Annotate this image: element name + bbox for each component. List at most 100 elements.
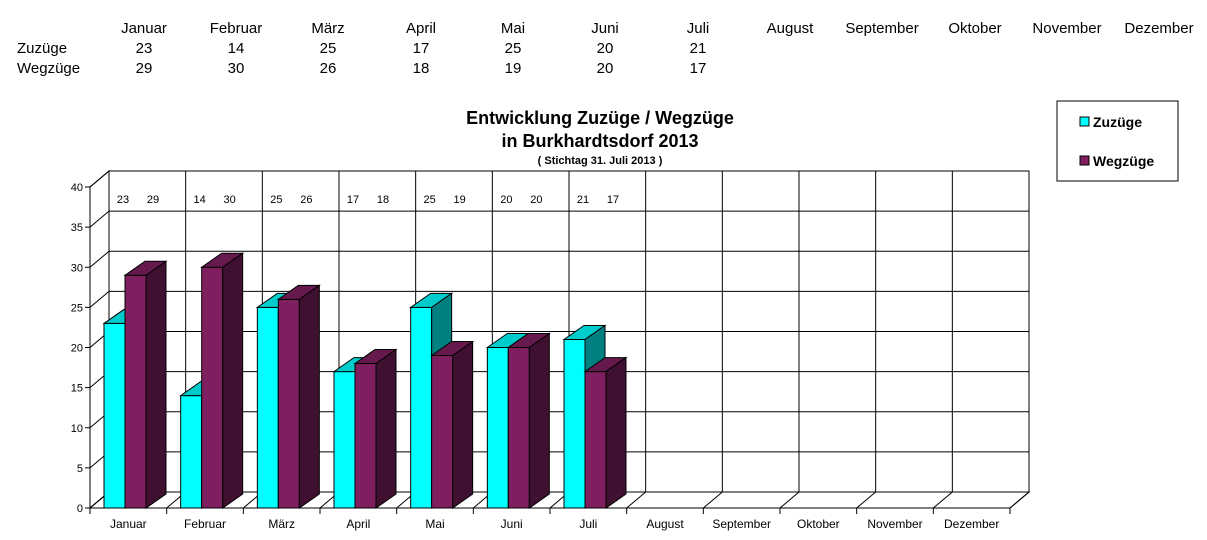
- data-label: 25: [424, 194, 436, 206]
- data-label: 17: [607, 194, 619, 206]
- x-tick-label: September: [712, 517, 771, 531]
- data-label: 18: [377, 194, 389, 206]
- table-header-month: März: [311, 20, 345, 37]
- bar: [353, 348, 398, 509]
- chart-title: Entwicklung Zuzüge / Wegzüge: [466, 108, 734, 128]
- table-row-label: Zuzüge: [17, 40, 68, 57]
- data-label: 30: [224, 194, 236, 206]
- data-table: Januar Februar März April Mai Juni Juli August S…: [0, 0, 1207, 90]
- legend-label: Wegzüge: [1093, 153, 1154, 169]
- grid-line-side: [89, 290, 110, 308]
- x-tick-label: Juni: [501, 517, 523, 531]
- bar-side: [375, 348, 397, 509]
- table-header-month: Juni: [591, 20, 619, 37]
- table-cell: 21: [689, 40, 707, 57]
- table-header-month: Dezember: [1124, 20, 1194, 37]
- legend-swatch: [1079, 155, 1090, 166]
- legend-box: [1056, 100, 1179, 182]
- bar: [583, 356, 628, 509]
- x-tick-label: Dezember: [944, 517, 999, 531]
- legend-swatch: [1079, 116, 1090, 127]
- bar-front: [431, 355, 454, 509]
- bar-side: [528, 332, 550, 509]
- floor-divider: [1009, 491, 1030, 509]
- table-header-month: Juli: [686, 20, 710, 37]
- table-header-month: September: [845, 20, 919, 37]
- table-cell: 25: [319, 40, 337, 57]
- data-label: 29: [147, 194, 159, 206]
- y-tick-label: 10: [71, 423, 83, 435]
- bar-front: [563, 338, 586, 509]
- floor-divider: [933, 491, 953, 509]
- bar-front: [124, 274, 147, 509]
- table-cell: 20: [596, 60, 614, 77]
- table-header-month: Februar: [209, 20, 263, 37]
- bar-front: [410, 306, 433, 509]
- y-tick-label: 30: [71, 262, 83, 274]
- data-label: 25: [270, 194, 282, 206]
- bar-side: [605, 356, 627, 509]
- data-label: 19: [454, 194, 466, 206]
- table-cell: 30: [227, 60, 245, 77]
- bar-side: [452, 340, 474, 509]
- y-tick-label: 5: [77, 463, 83, 475]
- table-header-month: April: [405, 20, 437, 37]
- table-cell: 14: [227, 40, 245, 57]
- bar-front: [103, 322, 126, 509]
- floor-divider: [626, 491, 646, 509]
- table-cell: 17: [412, 40, 430, 57]
- y-tick-label: 0: [77, 503, 83, 515]
- bar-front: [486, 347, 509, 509]
- x-tick-label: Januar: [110, 517, 147, 531]
- data-label: 20: [530, 194, 542, 206]
- data-label: 17: [347, 194, 359, 206]
- bar-front: [201, 266, 224, 509]
- y-tick-label: 20: [71, 343, 83, 355]
- floor-divider: [703, 491, 723, 509]
- table-cell: 20: [596, 40, 614, 57]
- floor-divider: [856, 491, 876, 509]
- bar: [123, 260, 168, 509]
- table-header-month: Januar: [121, 20, 167, 37]
- bar-side: [145, 260, 167, 509]
- x-tick-label: Februar: [184, 517, 226, 531]
- x-tick-label: April: [346, 517, 370, 531]
- data-label: 23: [117, 194, 129, 206]
- table-cell: 23: [135, 40, 153, 57]
- y-tick-label: 35: [71, 222, 83, 234]
- chart-subtitle: ( Stichtag 31. Juli 2013 ): [538, 155, 663, 167]
- legend: Zuzüge Wegzüge: [1056, 100, 1179, 182]
- bar-front: [507, 347, 530, 509]
- x-tick-label: Juli: [579, 517, 597, 531]
- table-header-month: Mai: [500, 20, 526, 37]
- legend-label: Zuzüge: [1093, 114, 1142, 130]
- data-label: 20: [500, 194, 512, 206]
- bar: [430, 340, 475, 509]
- table-header-month: November: [1032, 20, 1102, 37]
- bar-front: [180, 395, 203, 509]
- table-cell: 26: [319, 60, 337, 77]
- bar-front: [354, 363, 377, 509]
- x-tick-label: August: [646, 517, 684, 531]
- table-cell: 29: [135, 60, 153, 77]
- bar-front: [277, 298, 300, 509]
- table-header-month: August: [766, 20, 814, 37]
- table-cell: 18: [412, 60, 430, 77]
- grid-line-side: [89, 250, 110, 268]
- y-tick-label: 15: [71, 383, 83, 395]
- data-label: 21: [577, 194, 589, 206]
- floor-divider: [779, 491, 800, 509]
- chart-title-line2: in Burkhardtsdorf 2013: [501, 131, 698, 151]
- grid-line-side: [89, 210, 110, 228]
- y-tick-label: 40: [71, 182, 83, 194]
- x-tick-label: Mai: [425, 517, 444, 531]
- bar-side: [298, 284, 320, 509]
- x-tick-label: März: [268, 517, 295, 531]
- table-row-label: Wegzüge: [17, 60, 81, 77]
- bar-side: [222, 252, 244, 509]
- bar-front: [333, 371, 356, 509]
- table-cell: 17: [689, 60, 707, 77]
- data-label: 26: [300, 194, 312, 206]
- data-label: 14: [194, 194, 206, 206]
